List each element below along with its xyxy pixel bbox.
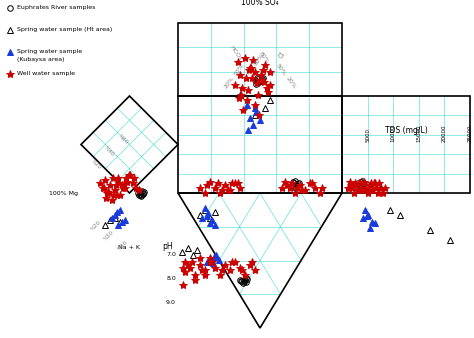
Text: 80%: 80% [258, 50, 270, 65]
Text: 50%: 50% [233, 63, 245, 77]
Text: TDS (mg/L): TDS (mg/L) [384, 126, 428, 135]
Text: %50: %50 [103, 230, 115, 242]
Text: 9.0: 9.0 [166, 300, 176, 305]
Text: %20: %20 [90, 158, 102, 170]
Text: 25000: 25000 [467, 124, 473, 142]
Text: Na + K: Na + K [118, 245, 140, 250]
Text: Euphrates River samples: Euphrates River samples [17, 5, 95, 10]
Text: Cl: Cl [278, 51, 287, 60]
Text: Well water sample: Well water sample [17, 72, 75, 76]
Text: 80%: 80% [253, 52, 265, 67]
Text: 50%: 50% [275, 63, 287, 77]
Text: %80: %80 [117, 240, 129, 252]
Text: 100% SO₄: 100% SO₄ [241, 0, 279, 7]
Text: 7.0: 7.0 [166, 252, 176, 257]
Text: pH: pH [163, 242, 173, 251]
Text: 8.0: 8.0 [166, 276, 176, 281]
Text: 20000: 20000 [442, 124, 447, 142]
Text: %40: %40 [103, 145, 115, 157]
Text: %60: %60 [117, 133, 129, 145]
Text: Spring water sample (Ht area): Spring water sample (Ht area) [17, 27, 112, 32]
Text: %20: %20 [90, 220, 102, 232]
Text: 20%: 20% [285, 75, 297, 90]
Text: 5000: 5000 [365, 128, 370, 142]
Text: Spring water sample: Spring water sample [17, 49, 82, 54]
Text: 100% Mg: 100% Mg [49, 191, 78, 196]
Text: 10000: 10000 [391, 124, 396, 142]
Text: HCO₃: HCO₃ [228, 44, 242, 61]
Text: 20%: 20% [223, 75, 235, 90]
Text: 15000: 15000 [416, 124, 421, 142]
Text: (Kubaysa area): (Kubaysa area) [17, 57, 64, 63]
